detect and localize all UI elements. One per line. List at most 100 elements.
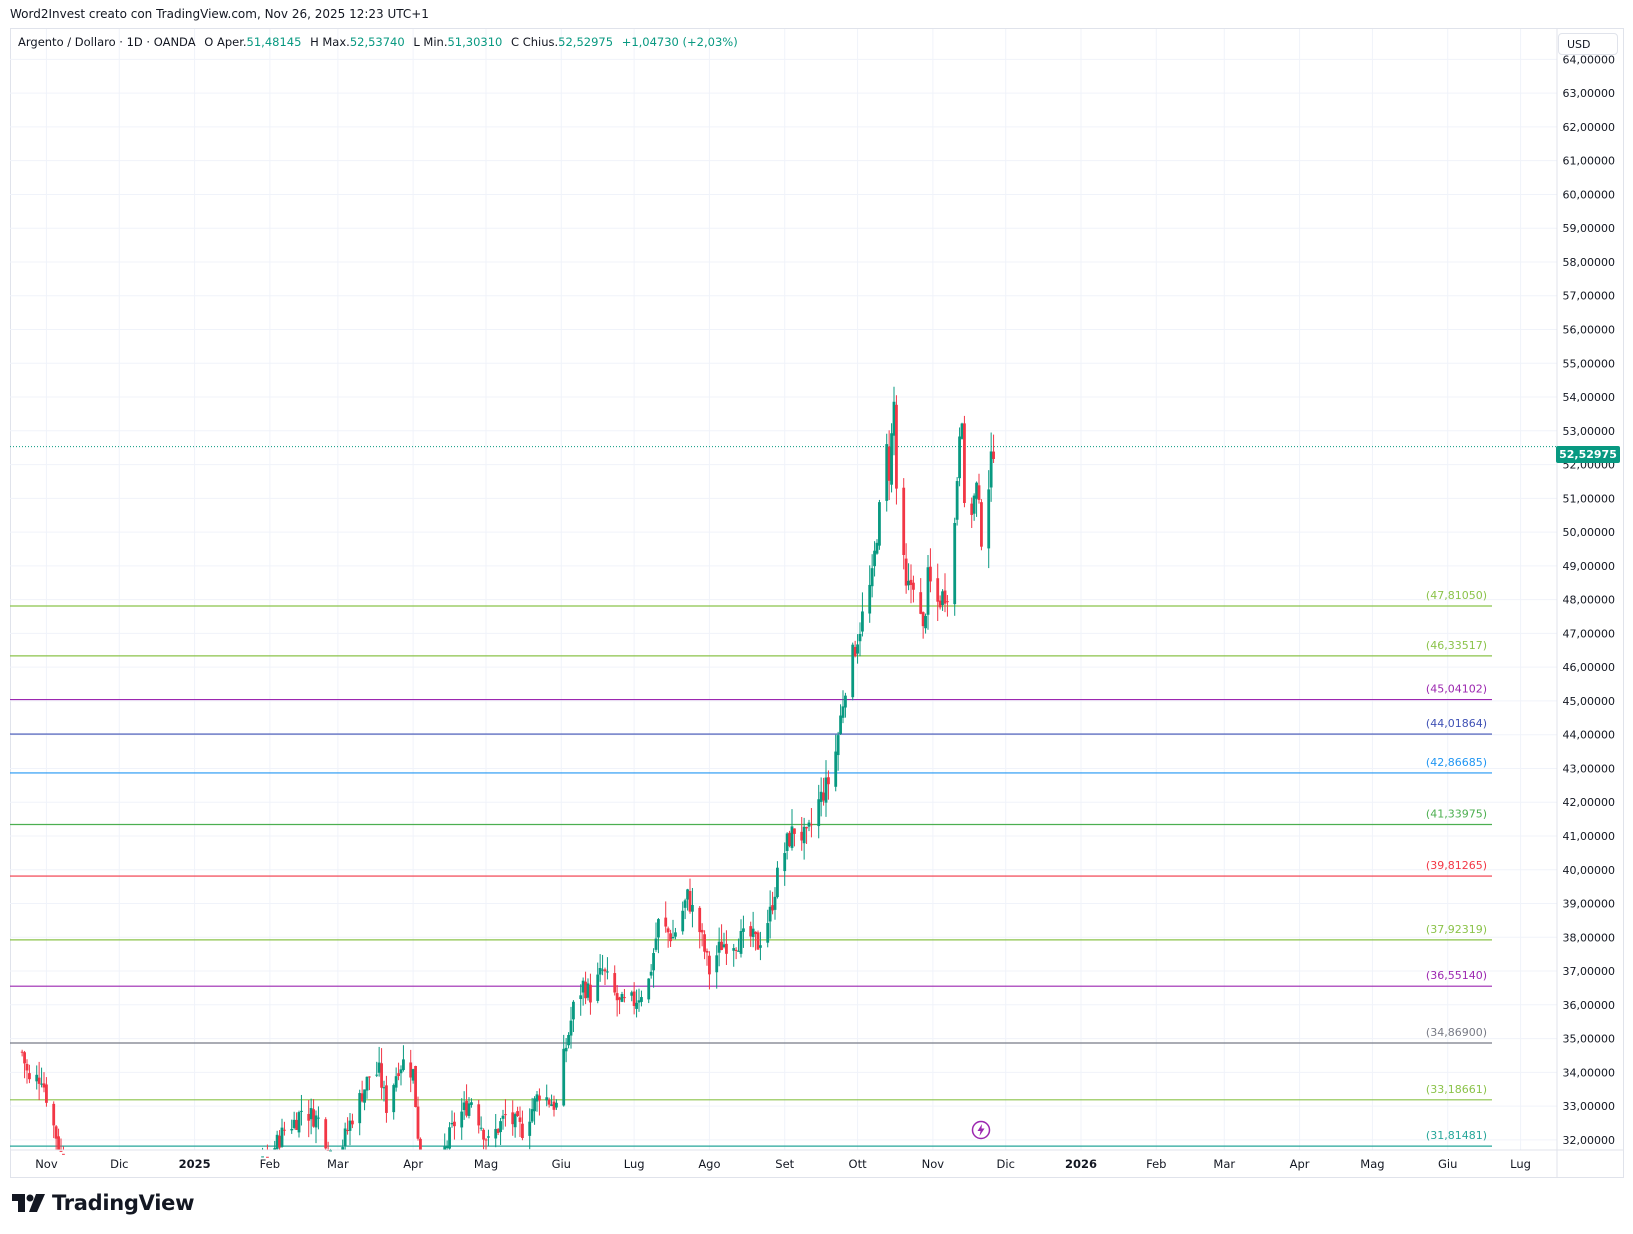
legend-high-label: H xyxy=(310,35,319,49)
legend-high-name: Max. xyxy=(322,35,350,49)
candle-body xyxy=(785,833,789,851)
candle-body xyxy=(666,928,670,933)
candle-body xyxy=(708,955,711,975)
candle-body xyxy=(314,1115,318,1128)
legend-change: +1,04730 (+2,03%) xyxy=(621,35,738,49)
candle-body xyxy=(261,1156,264,1158)
candle-body xyxy=(989,451,993,488)
candle-body xyxy=(987,489,991,549)
candle-body xyxy=(700,929,704,933)
y-tick-label: 55,00000 xyxy=(1563,357,1616,370)
candle-body xyxy=(691,904,694,912)
candle-body xyxy=(640,997,643,1002)
y-tick-label: 48,00000 xyxy=(1563,594,1616,607)
x-tick-label: Giu xyxy=(552,1157,571,1171)
candle-body xyxy=(921,612,925,627)
candle-body xyxy=(793,828,796,834)
candle-body xyxy=(397,1073,400,1077)
candle-body xyxy=(511,1112,515,1125)
candle-body xyxy=(756,932,760,950)
candle-body xyxy=(392,1085,396,1113)
x-tick-label: Feb xyxy=(1146,1157,1166,1171)
y-tick-label: 37,00000 xyxy=(1563,965,1616,978)
candle-body xyxy=(909,579,913,585)
candle-body xyxy=(613,973,617,993)
candle-body xyxy=(375,1074,379,1076)
y-tick-label: 63,00000 xyxy=(1563,87,1616,100)
candle-body xyxy=(749,926,753,937)
legend-low-label: L xyxy=(413,35,420,49)
y-tick-label: 58,00000 xyxy=(1563,256,1616,269)
y-tick-label: 51,00000 xyxy=(1563,492,1616,505)
candle-body xyxy=(28,1073,31,1080)
candle-body xyxy=(443,1146,447,1150)
candle-body xyxy=(416,1106,420,1139)
flash-icon[interactable] xyxy=(971,1120,991,1140)
candle-body xyxy=(807,822,811,827)
candle-body xyxy=(606,971,609,973)
y-tick-label: 53,00000 xyxy=(1563,425,1616,438)
candle-body xyxy=(450,1122,454,1125)
candle-body xyxy=(717,941,721,953)
candle-body xyxy=(953,522,957,605)
candle-body xyxy=(868,584,872,614)
legend-high-value: 52,53740 xyxy=(349,35,405,49)
x-tick-label: Mag xyxy=(474,1157,498,1171)
candle-body xyxy=(295,1119,298,1130)
candle-body xyxy=(875,542,879,554)
candle-body xyxy=(348,1120,352,1131)
symbol-legend[interactable]: Argento / Dollaro · 1D · OANDA O Aper.51… xyxy=(18,35,738,49)
candle-body xyxy=(776,867,779,898)
x-tick-label: Lug xyxy=(1510,1157,1531,1171)
legend-open-label: O xyxy=(204,35,214,49)
candle-body xyxy=(601,969,604,971)
candle-body xyxy=(363,1089,366,1103)
candle-body xyxy=(57,1136,60,1150)
candle-body xyxy=(445,1145,449,1148)
price-levels: (47,81050) (46,33517) (45,04102) (44,01864)… xyxy=(10,446,1557,1147)
candle-body xyxy=(598,968,602,975)
candle-body xyxy=(766,923,770,943)
candle-body xyxy=(377,1062,381,1073)
candle-body xyxy=(725,943,728,954)
candle-body xyxy=(890,433,893,485)
candle-body xyxy=(647,978,651,1000)
y-tick-label: 36,00000 xyxy=(1563,999,1616,1012)
candle-body xyxy=(754,931,757,935)
candle-body xyxy=(615,993,619,1001)
candle-body xyxy=(980,502,983,547)
candle-body xyxy=(759,945,762,948)
candle-body xyxy=(632,991,636,1006)
y-tick-label: 41,00000 xyxy=(1563,830,1616,843)
candle-body xyxy=(307,1113,311,1121)
x-tick-label: 2025 xyxy=(179,1157,211,1171)
candle-body xyxy=(941,591,944,605)
candle-body xyxy=(963,423,966,503)
y-tick-label: 57,00000 xyxy=(1563,290,1616,303)
candle-body xyxy=(581,980,585,993)
grid xyxy=(10,29,1557,1150)
y-tick-label: 44,00000 xyxy=(1563,729,1616,742)
candle-body xyxy=(275,1134,279,1150)
y-tick-label: 60,00000 xyxy=(1563,188,1616,201)
legend-close-label: C xyxy=(511,35,520,49)
candle-body xyxy=(902,487,906,555)
tradingview-logo[interactable]: TradingView xyxy=(12,1191,194,1215)
candle-body xyxy=(569,1020,573,1036)
candle-body xyxy=(858,633,862,642)
candle-body xyxy=(504,1114,507,1116)
y-tick-label: 38,00000 xyxy=(1563,931,1616,944)
currency-button[interactable]: USD xyxy=(1558,33,1618,55)
candle-body xyxy=(686,889,689,900)
candle-body xyxy=(380,1063,383,1088)
candle-body xyxy=(62,1153,65,1155)
candle-body xyxy=(23,1052,26,1064)
candle-body xyxy=(555,1102,558,1108)
candle-body xyxy=(819,791,823,802)
candle-body xyxy=(513,1114,517,1128)
price-level-label: (31,81481) xyxy=(1426,1129,1487,1142)
candle-body xyxy=(853,646,857,657)
candle-body xyxy=(35,1074,39,1082)
y-tick-label: 32,00000 xyxy=(1563,1134,1616,1147)
